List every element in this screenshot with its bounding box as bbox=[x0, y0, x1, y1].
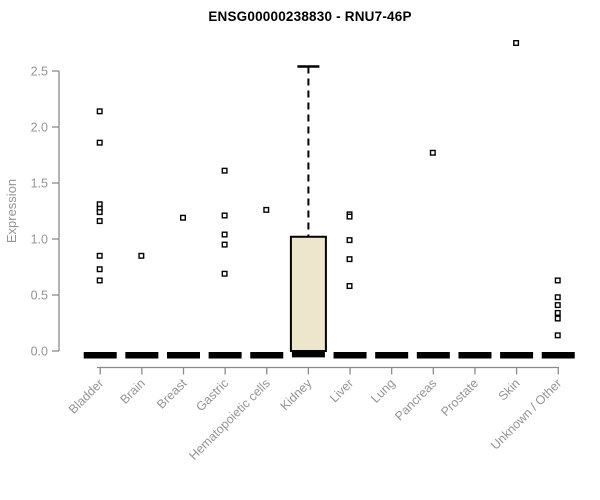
outlier-point bbox=[96, 209, 103, 216]
x-tick-label: Prostate bbox=[438, 376, 481, 419]
median-bar bbox=[458, 352, 492, 359]
outlier-point bbox=[346, 213, 353, 220]
outlier-point bbox=[554, 315, 561, 322]
median-bar bbox=[166, 352, 200, 359]
outlier-point bbox=[554, 332, 561, 339]
median-bar bbox=[125, 352, 159, 359]
outlier-point bbox=[346, 256, 353, 263]
outlier-point bbox=[346, 283, 353, 290]
outlier-point bbox=[513, 40, 520, 47]
x-tick-label: Liver bbox=[327, 376, 356, 405]
median-bar bbox=[500, 352, 534, 359]
outlier-point bbox=[554, 277, 561, 284]
x-tick-label: Lung bbox=[368, 376, 398, 406]
x-tick-label: Breast bbox=[154, 376, 190, 412]
outlier-point bbox=[554, 309, 561, 316]
x-tick-label: Gastric bbox=[193, 376, 231, 414]
outlier-point bbox=[554, 302, 561, 309]
outlier-point bbox=[221, 270, 228, 277]
median-bar bbox=[291, 350, 325, 358]
median-bar bbox=[541, 352, 575, 359]
outlier-point bbox=[221, 241, 228, 248]
median-bar bbox=[375, 352, 409, 359]
outlier-point bbox=[221, 231, 228, 238]
outlier-point bbox=[96, 252, 103, 259]
outlier-point bbox=[96, 139, 103, 146]
outlier-point bbox=[554, 294, 561, 301]
x-tick-label: Bladder bbox=[66, 376, 106, 416]
y-tick-label: 0.0 bbox=[31, 345, 48, 359]
x-tick-label: Skin bbox=[496, 376, 523, 403]
median-bar bbox=[83, 352, 117, 359]
outlier-point bbox=[138, 252, 145, 259]
y-tick-label: 2.5 bbox=[31, 65, 48, 79]
y-tick-label: 1.5 bbox=[31, 177, 48, 191]
median-bar bbox=[333, 352, 367, 359]
y-tick-label: 0.5 bbox=[31, 289, 48, 303]
median-bar bbox=[208, 352, 242, 359]
outlier-point bbox=[96, 218, 103, 225]
median-bar bbox=[416, 352, 450, 359]
median-bar bbox=[250, 352, 284, 359]
x-tick-label: Brain bbox=[117, 376, 148, 407]
x-tick-label: Pancreas bbox=[392, 376, 439, 423]
x-tick-label: Kidney bbox=[278, 376, 315, 413]
x-tick-label: Unknown / Other bbox=[488, 376, 564, 452]
outlier-point bbox=[179, 214, 186, 221]
outlier-point bbox=[221, 212, 228, 219]
y-axis-title: Expression bbox=[4, 179, 19, 243]
outlier-point bbox=[429, 149, 436, 156]
outlier-point bbox=[96, 277, 103, 284]
box bbox=[289, 235, 327, 352]
outlier-point bbox=[96, 108, 103, 115]
chart-title: ENSG00000238830 - RNU7-46P bbox=[208, 9, 412, 24]
y-tick-label: 2.0 bbox=[31, 121, 48, 135]
outlier-point bbox=[221, 167, 228, 174]
outlier-point bbox=[263, 206, 270, 213]
outlier-point bbox=[346, 237, 353, 244]
x-tick-label: Hematopoietic cells bbox=[186, 376, 273, 463]
y-tick-label: 1.0 bbox=[31, 233, 48, 247]
outlier-point bbox=[96, 266, 103, 273]
